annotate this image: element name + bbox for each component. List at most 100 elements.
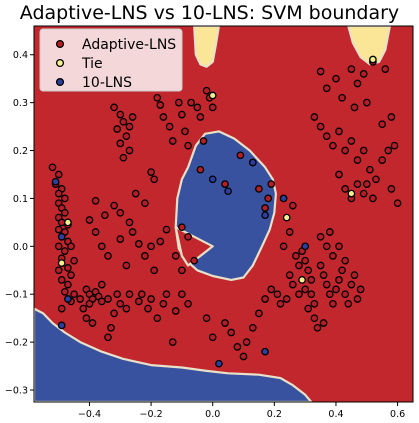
point-adaptive-lns-44 [116,299,125,308]
y-tick-label: 0.1 [13,194,28,205]
point-adaptive-lns-195 [378,156,387,164]
point-adaptive-lns-164 [344,299,353,308]
point-adaptive-lns-81 [122,132,131,141]
point-adaptive-lns-165 [347,280,356,289]
region-10-lns-0 [34,307,313,402]
point-adaptive-lns-175 [316,67,325,76]
point-adaptive-lns-123 [285,228,294,236]
y-tick-label: 0.2 [13,146,28,157]
point-adaptive-lns-80 [113,125,122,133]
point-adaptive-lns-143 [202,314,211,323]
point-adaptive-lns-132 [273,290,282,299]
point-adaptive-lns-183 [350,103,359,112]
point-adaptive-lns-8 [60,208,69,217]
point-adaptive-lns-138 [239,352,248,361]
point-adaptive-lns-184 [310,113,319,121]
point-adaptive-lns-20 [70,256,78,265]
point-adaptive-lns-62 [97,242,106,251]
point-adaptive-lns-82 [116,139,125,148]
point-adaptive-lns-54 [153,314,162,323]
point-adaptive-lns-105 [184,141,192,150]
point-adaptive-lns-194 [372,175,380,184]
point-adaptive-lns-161 [335,276,343,284]
point-adaptive-lns-27 [70,290,78,299]
point-adaptive-lns-101 [168,137,177,145]
point-adaptive-lns-85 [128,113,137,121]
point-adaptive-lns-157 [322,280,331,289]
point-adaptive-lns-97 [153,93,162,102]
point-tie-0 [57,259,66,267]
point-adaptive-lns-140 [227,328,236,337]
point-adaptive-lns-197 [390,141,399,150]
point-adaptive-lns-141 [221,319,229,327]
point-adaptive-lns-158 [325,290,334,299]
point-adaptive-lns-113 [196,165,205,174]
x-tick-label: −0.4 [78,409,101,420]
point-adaptive-lns-174 [341,256,350,265]
point-adaptive-lns-45 [110,309,118,318]
axes: −0.4 −0.2 0.0 0.2 0.4 0.6 −0.3 −0.2 −0.1 0.0 0.1 0.… [5,50,405,420]
point-adaptive-lns-203 [362,180,371,188]
legend: Adaptive-LNS Tie 10-LNS [39,28,183,92]
point-adaptive-lns-58 [171,307,180,315]
point-10-lns-1 [57,232,66,241]
point-10-lns-3 [57,321,66,330]
x-tick-label: −0.2 [140,409,163,420]
data-points [48,55,402,368]
point-adaptive-lns-208 [387,113,396,121]
point-10-lns-9 [301,242,310,251]
point-adaptive-lns-73 [171,252,180,260]
legend-label: Tie [81,56,103,72]
point-10-lns-11 [215,359,223,368]
point-adaptive-lns-201 [353,180,362,188]
legend-marker [55,77,65,87]
chart-title: Adaptive-LNS vs 10-LNS: SVM boundary [19,2,400,24]
point-adaptive-lns-103 [178,110,186,119]
point-adaptive-lns-55 [159,299,168,308]
point-adaptive-lns-12 [54,225,63,234]
point-adaptive-lns-89 [131,189,140,198]
point-adaptive-lns-122 [288,201,297,210]
point-adaptive-lns-206 [387,185,396,193]
point-adaptive-lns-64 [116,235,125,243]
point-adaptive-lns-172 [335,242,343,251]
legend-box [39,28,183,92]
point-adaptive-lns-23 [67,271,75,279]
point-adaptive-lns-77 [110,103,118,112]
point-adaptive-lns-16 [54,242,63,251]
point-adaptive-lns-173 [325,228,334,236]
point-adaptive-lns-210 [381,65,390,73]
point-10-lns-8 [279,194,288,203]
point-adaptive-lns-79 [119,117,128,126]
point-adaptive-lns-109 [199,137,208,145]
point-adaptive-lns-56 [162,290,171,299]
point-adaptive-lns-189 [341,146,350,155]
point-adaptive-lns-199 [341,185,350,193]
point-adaptive-lns-102 [174,98,183,107]
region-tie-2 [193,26,220,68]
point-10-lns-7 [261,211,269,220]
point-tie-3 [282,213,291,222]
point-adaptive-lns-178 [338,93,346,102]
point-adaptive-lns-76 [190,256,199,265]
point-adaptive-lns-126 [295,261,303,270]
point-adaptive-lns-198 [335,170,343,179]
point-adaptive-lns-67 [134,240,143,248]
point-adaptive-lns-128 [288,280,297,289]
point-adaptive-lns-162 [338,266,346,275]
point-adaptive-lns-154 [319,319,328,327]
point-adaptive-lns-100 [165,122,174,131]
x-tick-label: 0.2 [267,409,282,420]
legend-marker [55,58,65,68]
point-adaptive-lns-160 [332,285,340,294]
point-adaptive-lns-40 [88,319,97,327]
point-adaptive-lns-121 [178,223,186,232]
point-adaptive-lns-65 [122,261,131,270]
point-adaptive-lns-86 [125,122,134,131]
point-adaptive-lns-94 [116,208,125,217]
point-tie-2 [208,91,217,100]
point-adaptive-lns-179 [347,65,356,73]
point-adaptive-lns-152 [310,314,319,323]
point-adaptive-lns-91 [91,196,100,205]
x-tick-label: 0.0 [205,409,220,420]
